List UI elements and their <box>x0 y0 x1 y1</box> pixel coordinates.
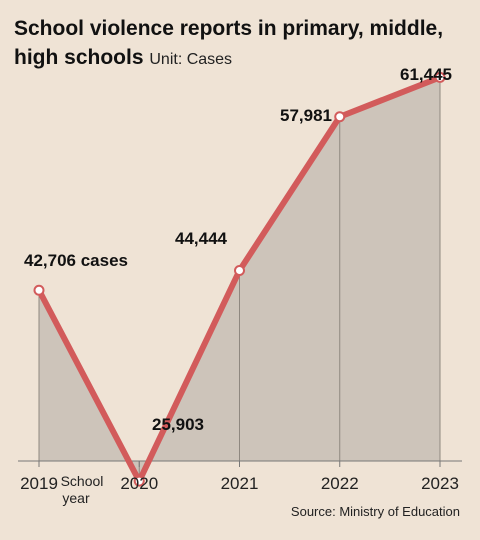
data-label-2019: 42,706 cases <box>24 251 128 270</box>
data-label-2020: 25,903 <box>152 415 204 434</box>
point-2022 <box>334 111 346 123</box>
data-label-2023: 61,445 <box>400 65 452 84</box>
x-tick-label-2020: 2020 <box>120 474 158 493</box>
point-2023 <box>434 71 446 83</box>
point-2019 <box>33 284 45 296</box>
x-suffix-line-2: year <box>62 490 90 506</box>
x-tick-label-2019: 2019 <box>20 474 58 493</box>
data-label-2022: 57,981 <box>280 106 332 125</box>
source-note: Source: Ministry of Education <box>290 504 460 519</box>
chart-title-text: School violence reports in primary, midd… <box>14 17 444 69</box>
point-2020 <box>133 475 145 487</box>
label-layer: 42,706 cases 25,903 44,444 57,981 61,445 <box>24 65 452 434</box>
marker-layer <box>33 71 446 487</box>
x-tick-label-2021: 2021 <box>221 474 259 493</box>
data-label-2021: 44,444 <box>175 229 228 248</box>
divider-layer <box>38 77 441 482</box>
axis-layer <box>18 460 462 467</box>
x-tick-label-2023: 2023 <box>421 474 459 493</box>
chart-title: School violence reports in primary, midd… <box>14 14 466 74</box>
point-2021 <box>234 265 245 277</box>
x-tick-label-2022: 2022 <box>321 474 359 493</box>
x-suffix-line-1: School <box>61 473 104 489</box>
chart-unit: Unit: Cases <box>149 51 233 68</box>
